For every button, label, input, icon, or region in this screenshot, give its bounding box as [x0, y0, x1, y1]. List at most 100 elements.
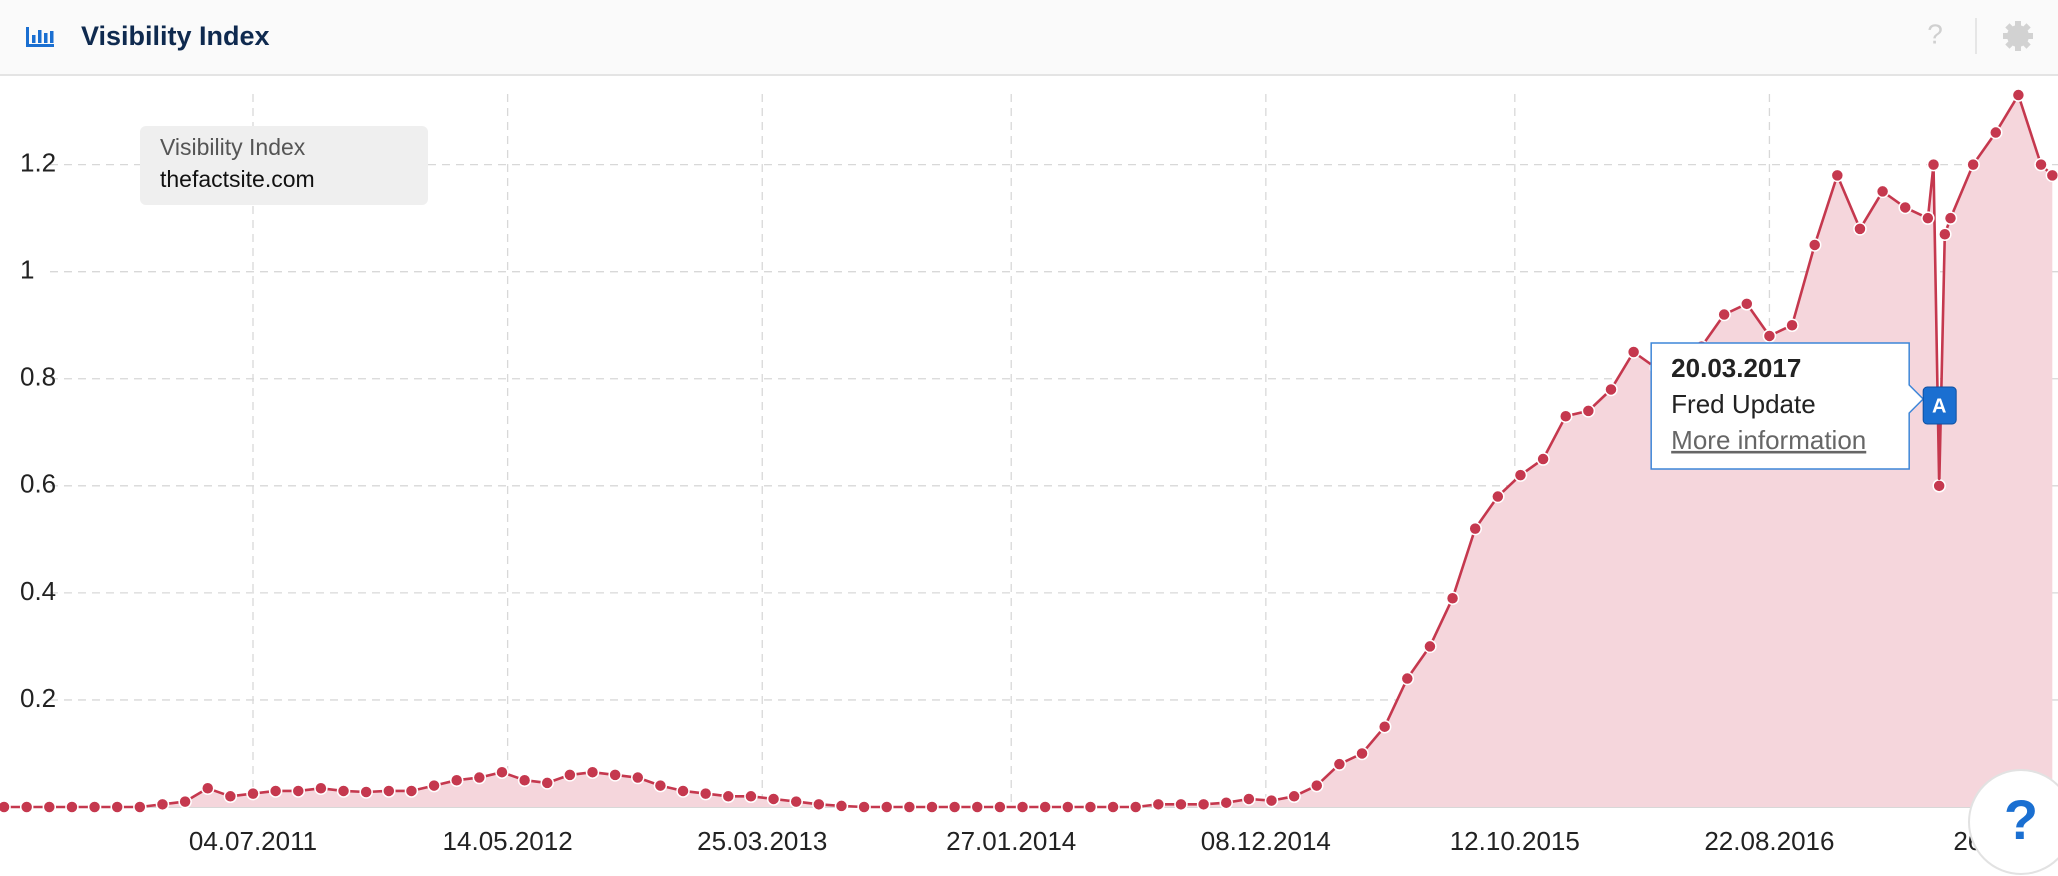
help-button-label[interactable]: ?: [2004, 788, 2038, 851]
data-point[interactable]: [925, 800, 939, 814]
data-point[interactable]: [2045, 168, 2058, 183]
data-point[interactable]: [744, 789, 758, 804]
data-point[interactable]: [1921, 211, 1935, 225]
data-point[interactable]: [1938, 227, 1952, 241]
data-point[interactable]: [1332, 757, 1347, 771]
data-point[interactable]: [857, 800, 871, 814]
data-point[interactable]: [472, 770, 487, 785]
data-point[interactable]: [1926, 157, 1941, 172]
data-point[interactable]: [1875, 184, 1890, 199]
data-point[interactable]: [947, 800, 962, 814]
data-point[interactable]: [1966, 157, 1980, 172]
data-point[interactable]: [585, 765, 600, 779]
data-point[interactable]: [1038, 800, 1052, 814]
data-point[interactable]: [1423, 639, 1437, 654]
data-point[interactable]: [1310, 778, 1324, 793]
data-point[interactable]: [1264, 793, 1279, 808]
data-point[interactable]: [495, 765, 509, 779]
data-point[interactable]: [1513, 468, 1528, 482]
data-point[interactable]: [133, 800, 147, 814]
help-button[interactable]: [1968, 769, 2058, 875]
data-point[interactable]: [789, 794, 803, 809]
data-point[interactable]: [314, 781, 328, 796]
data-point[interactable]: [87, 800, 102, 814]
data-point[interactable]: [110, 800, 124, 814]
data-point[interactable]: [1558, 409, 1573, 423]
data-point[interactable]: [721, 789, 736, 804]
data-point[interactable]: [246, 786, 260, 801]
data-point[interactable]: [1807, 238, 1822, 252]
data-point[interactable]: [879, 800, 894, 814]
data-point[interactable]: [631, 770, 645, 785]
annotation-marker-label[interactable]: A: [1932, 395, 1946, 417]
data-point[interactable]: [698, 786, 713, 801]
data-point[interactable]: [1536, 452, 1550, 466]
data-point[interactable]: [1740, 297, 1754, 311]
data-point[interactable]: [65, 800, 79, 814]
data-point[interactable]: [1762, 329, 1777, 343]
data-point[interactable]: [404, 784, 419, 798]
data-point[interactable]: [1083, 800, 1098, 814]
data-point[interactable]: [427, 778, 441, 793]
data-point[interactable]: [608, 768, 622, 782]
data-point[interactable]: [1468, 521, 1482, 536]
data-point[interactable]: [0, 800, 11, 814]
data-point[interactable]: [1377, 719, 1392, 734]
header-help[interactable]: ?: [1927, 18, 1943, 49]
data-point[interactable]: [540, 776, 554, 790]
data-point[interactable]: [1943, 211, 1958, 225]
settings-icon[interactable]: [2003, 21, 2033, 51]
data-point[interactable]: [382, 784, 396, 798]
data-point[interactable]: [1400, 671, 1415, 686]
data-point[interactable]: [2034, 157, 2048, 172]
data-point[interactable]: [1581, 404, 1596, 418]
data-point[interactable]: [1898, 200, 1912, 215]
data-point[interactable]: [178, 794, 192, 809]
data-point[interactable]: [1128, 800, 1143, 814]
data-point[interactable]: [1174, 797, 1188, 812]
data-point[interactable]: [42, 800, 57, 814]
data-point[interactable]: [1717, 307, 1731, 322]
data-point[interactable]: [268, 784, 283, 798]
data-point[interactable]: [766, 792, 781, 806]
data-point[interactable]: [336, 784, 351, 798]
data-point[interactable]: [1355, 746, 1369, 761]
data-point[interactable]: [155, 797, 170, 812]
data-point[interactable]: [812, 797, 826, 812]
data-point[interactable]: [1626, 345, 1641, 359]
data-point[interactable]: [1219, 795, 1233, 810]
data-point[interactable]: [1287, 789, 1301, 804]
data-point[interactable]: [902, 800, 917, 814]
data-point[interactable]: [1015, 800, 1030, 814]
data-point[interactable]: [1830, 168, 1845, 183]
data-point[interactable]: [834, 799, 849, 813]
data-point[interactable]: [2011, 88, 2026, 102]
data-point[interactable]: [223, 789, 238, 804]
data-point[interactable]: [291, 784, 306, 798]
annotation-marker[interactable]: [1922, 386, 1957, 425]
data-point[interactable]: [563, 768, 577, 782]
data-point[interactable]: [1604, 382, 1618, 397]
data-point[interactable]: [1061, 800, 1075, 814]
data-point[interactable]: [653, 778, 668, 793]
data-point[interactable]: [1196, 797, 1211, 812]
data-point[interactable]: [1932, 479, 1946, 493]
data-point[interactable]: [1106, 800, 1120, 814]
data-point[interactable]: [1445, 591, 1460, 605]
data-point[interactable]: [970, 800, 985, 814]
data-point[interactable]: [1785, 318, 1799, 332]
x-tick-label: 04.07.2011: [189, 826, 317, 856]
data-point[interactable]: [200, 781, 215, 796]
data-point[interactable]: [1491, 489, 1505, 504]
data-point[interactable]: [517, 773, 532, 787]
data-point[interactable]: [359, 785, 373, 799]
data-point[interactable]: [19, 800, 34, 814]
data-point[interactable]: [993, 800, 1007, 814]
data-point[interactable]: [1853, 222, 1867, 236]
data-point[interactable]: [449, 773, 464, 787]
data-point[interactable]: [676, 784, 690, 798]
data-point[interactable]: [1989, 125, 2003, 140]
data-point[interactable]: [1151, 797, 1166, 812]
tooltip-link[interactable]: More information: [1671, 425, 1866, 455]
data-point[interactable]: [1242, 792, 1256, 806]
